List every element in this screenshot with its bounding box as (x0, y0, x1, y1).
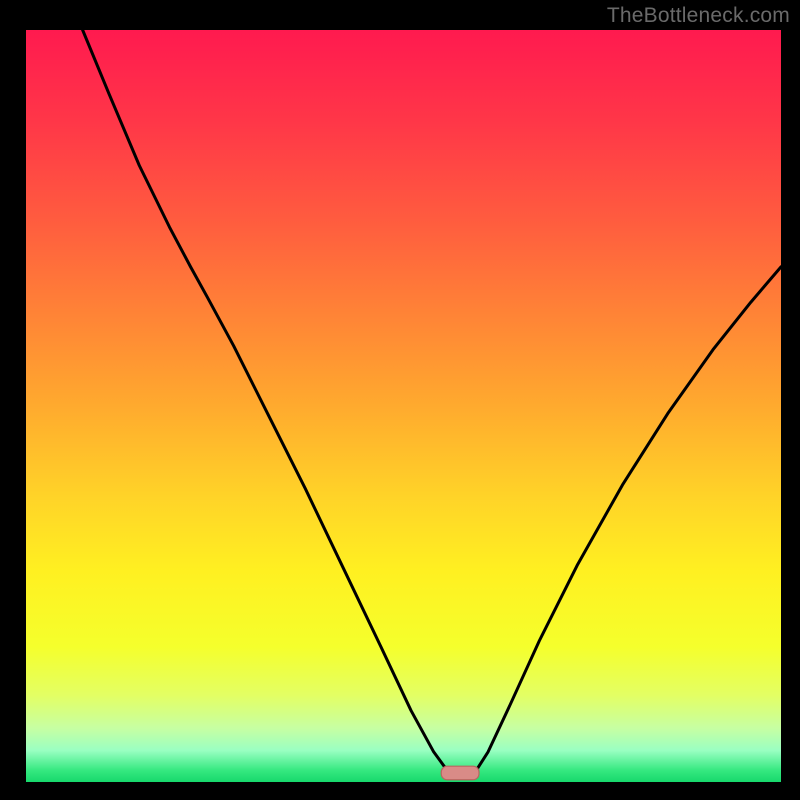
bottleneck-chart (0, 0, 800, 800)
plot-area (26, 30, 781, 782)
chart-stage: TheBottleneck.com (0, 0, 800, 800)
optimal-marker (441, 766, 479, 780)
watermark-text: TheBottleneck.com (607, 4, 790, 28)
